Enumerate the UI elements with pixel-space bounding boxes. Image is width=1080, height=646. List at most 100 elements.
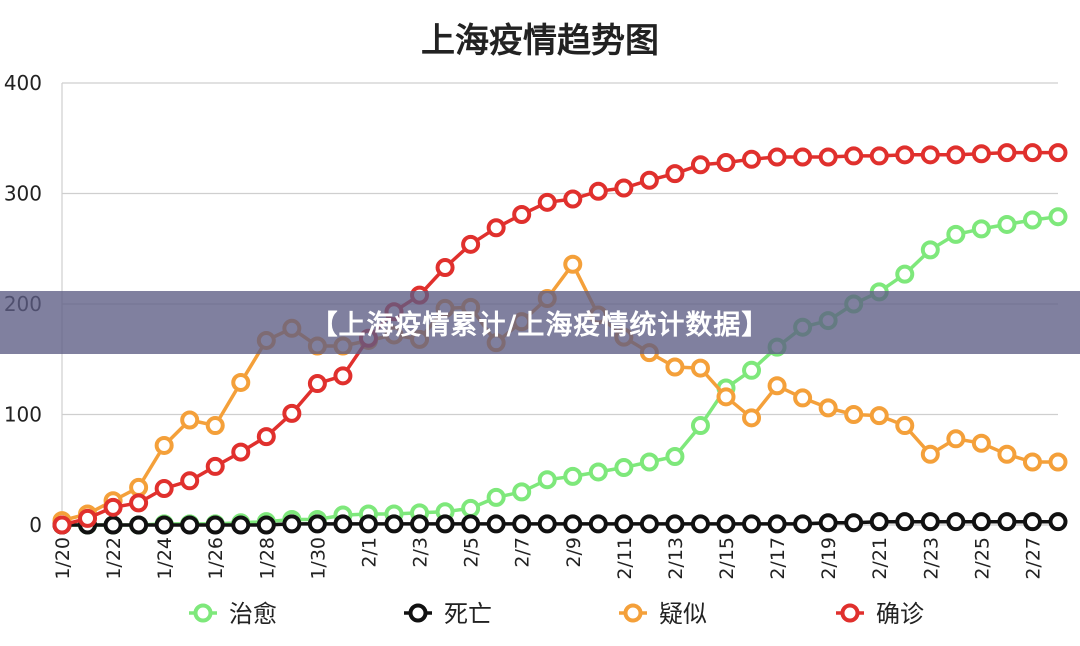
data-point bbox=[844, 513, 864, 533]
series-line bbox=[62, 214, 1059, 527]
data-point bbox=[486, 514, 506, 534]
data-point bbox=[997, 214, 1017, 234]
series-group bbox=[52, 207, 1068, 535]
x-tick-label: 1/22 bbox=[103, 537, 125, 580]
watermark-banner: 【上海疫情累计/上海疫情统计数据】 bbox=[0, 291, 1080, 354]
data-point bbox=[895, 416, 915, 436]
data-point bbox=[946, 512, 966, 532]
data-point bbox=[818, 398, 838, 418]
data-point bbox=[1048, 512, 1068, 532]
data-point bbox=[920, 512, 940, 532]
data-point bbox=[129, 477, 149, 497]
data-point bbox=[1048, 452, 1068, 472]
data-point bbox=[818, 513, 838, 533]
data-point bbox=[1022, 143, 1042, 163]
data-point bbox=[639, 514, 659, 534]
legend-swatch-marker bbox=[840, 603, 860, 623]
series-line bbox=[61, 150, 1058, 527]
data-point bbox=[997, 444, 1017, 464]
data-point bbox=[869, 512, 889, 532]
data-point bbox=[563, 466, 583, 486]
x-tick-label: 2/15 bbox=[716, 537, 738, 580]
data-point bbox=[767, 376, 787, 396]
data-point bbox=[129, 493, 149, 513]
data-point bbox=[971, 144, 991, 164]
data-point bbox=[690, 514, 710, 534]
x-tick-label: 2/25 bbox=[971, 537, 993, 580]
data-point bbox=[614, 458, 634, 478]
data-point bbox=[588, 181, 608, 201]
x-tick-label: 2/27 bbox=[1022, 537, 1044, 580]
legend-swatch-marker bbox=[408, 603, 428, 623]
x-tick-label: 2/17 bbox=[767, 537, 789, 580]
x-tick-label: 2/3 bbox=[410, 537, 432, 568]
data-point bbox=[103, 515, 123, 535]
data-point bbox=[333, 366, 353, 386]
data-point bbox=[129, 515, 149, 535]
data-point bbox=[205, 515, 225, 535]
data-point bbox=[512, 482, 532, 502]
data-point bbox=[1022, 452, 1042, 472]
data-point bbox=[307, 514, 327, 534]
data-point bbox=[997, 512, 1017, 532]
data-point bbox=[844, 146, 864, 166]
series-group bbox=[52, 512, 1068, 535]
data-point bbox=[52, 515, 72, 535]
data-point bbox=[563, 514, 583, 534]
data-point bbox=[793, 147, 813, 167]
x-tick-label: 2/19 bbox=[818, 537, 840, 580]
x-tick-label: 2/1 bbox=[358, 537, 380, 568]
data-point bbox=[512, 204, 532, 224]
data-point bbox=[180, 515, 200, 535]
data-point bbox=[384, 514, 404, 534]
data-point bbox=[358, 514, 378, 534]
x-tick-label: 2/7 bbox=[512, 537, 534, 568]
legend-swatch-marker bbox=[623, 603, 643, 623]
data-point bbox=[690, 416, 710, 436]
y-tick-label: 300 bbox=[4, 182, 42, 206]
data-point bbox=[256, 515, 276, 535]
x-tick-label: 2/9 bbox=[563, 537, 585, 568]
data-point bbox=[818, 147, 838, 167]
data-point bbox=[614, 178, 634, 198]
data-point bbox=[1022, 512, 1042, 532]
data-point bbox=[180, 471, 200, 491]
data-point bbox=[154, 515, 174, 535]
data-point bbox=[690, 358, 710, 378]
data-point bbox=[665, 514, 685, 534]
data-point bbox=[869, 406, 889, 426]
data-point bbox=[282, 403, 302, 423]
data-point bbox=[716, 387, 736, 407]
series-group bbox=[52, 143, 1068, 535]
data-point bbox=[180, 410, 200, 430]
data-point bbox=[205, 416, 225, 436]
data-point bbox=[716, 153, 736, 173]
data-point bbox=[537, 514, 557, 534]
chart-title: 上海疫情趋势图 bbox=[421, 21, 659, 61]
data-point bbox=[742, 149, 762, 169]
data-point bbox=[844, 405, 864, 424]
legend: 治愈 死亡 疑似 确诊 bbox=[189, 600, 924, 628]
data-point bbox=[742, 360, 762, 380]
data-point bbox=[537, 470, 557, 490]
data-point bbox=[154, 435, 174, 455]
data-point bbox=[971, 219, 991, 239]
y-tick-label: 0 bbox=[29, 513, 42, 537]
data-point bbox=[537, 192, 557, 212]
data-point bbox=[946, 224, 966, 244]
data-point bbox=[869, 146, 889, 166]
data-point bbox=[793, 388, 813, 408]
data-point bbox=[895, 512, 915, 532]
data-point bbox=[103, 497, 123, 517]
data-point bbox=[767, 514, 787, 534]
data-point bbox=[1022, 210, 1042, 230]
data-point bbox=[639, 452, 659, 472]
data-point bbox=[512, 514, 532, 534]
data-point bbox=[563, 189, 583, 209]
data-point bbox=[486, 487, 506, 507]
x-tick-label: 2/21 bbox=[869, 537, 891, 580]
data-point bbox=[461, 498, 481, 518]
data-point bbox=[563, 254, 583, 274]
data-point bbox=[895, 145, 915, 165]
